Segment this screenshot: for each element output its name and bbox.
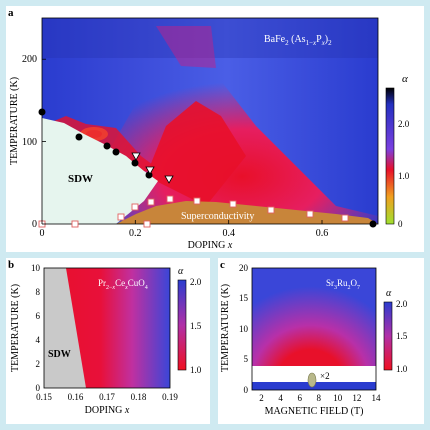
- axis-a-y: 0 100 200: [22, 54, 46, 230]
- marker-square: [131, 203, 139, 211]
- x-tick-label: 0.4: [222, 228, 235, 239]
- heatmap-a: [42, 18, 378, 224]
- y-tick-label: 100: [22, 137, 37, 148]
- y-tick-label: 4: [36, 335, 41, 345]
- y-tick-label: 5: [244, 354, 249, 364]
- marker-square: [193, 197, 201, 205]
- panel-letter-a: a: [8, 7, 14, 19]
- colorbar-tick: 1.0: [190, 365, 202, 375]
- marker-triangle: [131, 152, 141, 161]
- axis-a-x: 0 0.2 0.4 0.6: [40, 220, 329, 239]
- marker-square: [267, 206, 275, 214]
- y-axis-label-c: TEMPERATURE (K): [220, 284, 231, 372]
- sc-label-a: Superconductivity: [181, 211, 254, 222]
- x-axis-label-a: DOPING x: [188, 240, 233, 251]
- marker-square: [306, 210, 314, 218]
- x-tick-label: 0.15: [36, 392, 52, 402]
- colorbar-tick: 0: [398, 219, 403, 229]
- marker-triangle: [164, 175, 174, 184]
- x-tick-label: 0.17: [99, 392, 115, 402]
- x-tick-label: 0.6: [316, 228, 329, 239]
- y-axis-label-b: TEMPERATURE (K): [10, 284, 21, 372]
- chart-c: 0 5 10 15 20 2 4 6 8 10 12 14 MAGNETIC F…: [220, 259, 408, 417]
- x-tick-label: 0.2: [129, 228, 142, 239]
- marker-triangle: [145, 166, 155, 175]
- panel-letter-b: b: [8, 259, 14, 271]
- axis-b-x: 0.15 0.16 0.17 0.18 0.19: [36, 392, 178, 402]
- colorbar-tick: 1.0: [396, 364, 408, 374]
- colorbar-label-c: α: [386, 288, 392, 299]
- marker-circle: [103, 142, 111, 150]
- y-axis-label-a: TEMPERATURE (K): [9, 77, 20, 165]
- x-tick-label: 14: [372, 393, 382, 403]
- marker-circle: [131, 159, 139, 167]
- y-tick-label: 2: [36, 359, 41, 369]
- heatmap-b: [44, 268, 170, 388]
- x-axis-label-b: DOPING x: [85, 405, 130, 416]
- marker-square: [341, 214, 349, 222]
- x-tick-label: 0.18: [131, 392, 147, 402]
- y-tick-label: 15: [239, 293, 249, 303]
- x-tick-label: 0.16: [68, 392, 84, 402]
- y-tick-label: 10: [31, 263, 41, 273]
- axis-b-y: 0 2 4 6 8 10: [31, 263, 41, 393]
- y-tick-label: 200: [22, 54, 37, 65]
- scale-annotation-c: ×2: [320, 371, 330, 381]
- sdw-label-b: SDW: [48, 349, 71, 360]
- panel-a: 0 100 200 0 0.2 0.4 0.6 DOPING x TEMPERA…: [6, 6, 424, 252]
- y-tick-label: 6: [36, 311, 41, 321]
- sdw-label-a: SDW: [68, 173, 93, 185]
- colorbar-tick: 2.0: [396, 299, 408, 309]
- colorbar-label-a: α: [402, 73, 408, 85]
- y-tick-label: 8: [36, 287, 41, 297]
- chart-a: 0 100 200 0 0.2 0.4 0.6 DOPING x TEMPERA…: [8, 7, 410, 251]
- axis-c-y: 0 5 10 15 20: [239, 263, 249, 395]
- marker-square: [117, 213, 125, 221]
- x-tick-label: 12: [352, 393, 361, 403]
- panel-c: 0 5 10 15 20 2 4 6 8 10 12 14 MAGNETIC F…: [218, 258, 424, 424]
- x-tick-label: 4: [278, 393, 283, 403]
- marker-square: [166, 195, 174, 203]
- colorbar-c: α 2.0 1.5 1.0: [383, 288, 408, 374]
- colorbar-a: α 0 1.0 2.0: [385, 73, 410, 229]
- y-tick-label: 0: [36, 383, 41, 393]
- marker-square: [229, 200, 237, 208]
- panel-letter-c: c: [220, 259, 225, 271]
- chart-b: 0 2 4 6 8 10 0.15 0.16 0.17 0.18 0.19 DO…: [8, 259, 202, 416]
- x-tick-label: 6: [297, 393, 302, 403]
- panel-b: 0 2 4 6 8 10 0.15 0.16 0.17 0.18 0.19 DO…: [6, 258, 210, 424]
- x-tick-label: 2: [259, 393, 264, 403]
- colorbar-label-b: α: [178, 266, 184, 277]
- markers-a: [38, 108, 377, 228]
- marker-square: [147, 198, 155, 206]
- colorbar-tick: 1.5: [396, 331, 408, 341]
- marker-circle: [75, 133, 83, 141]
- colorbar-tick: 1.5: [190, 321, 202, 331]
- x-axis-label-c: MAGNETIC FIELD (T): [265, 406, 364, 417]
- colorbar-b: α 2.0 1.5 1.0: [177, 266, 202, 375]
- marker-circle: [112, 148, 120, 156]
- x-tick-label: 10: [333, 393, 343, 403]
- x-tick-label: 8: [317, 393, 322, 403]
- colorbar-tick: 2.0: [398, 119, 410, 129]
- colorbar-tick: 1.0: [398, 171, 410, 181]
- y-tick-label: 20: [239, 263, 249, 273]
- marker-circle: [369, 220, 377, 228]
- y-tick-label: 0: [32, 219, 37, 230]
- axis-c-x: 2 4 6 8 10 12 14: [259, 393, 381, 403]
- marker-square: [71, 220, 79, 228]
- y-tick-label: 10: [239, 324, 249, 334]
- heatmap-c: [252, 268, 376, 390]
- marker-square: [143, 220, 151, 228]
- x-tick-label: 0.19: [162, 392, 178, 402]
- marker-circle: [38, 108, 46, 116]
- y-tick-label: 0: [244, 385, 249, 395]
- x-tick-label: 0: [40, 228, 45, 239]
- colorbar-tick: 2.0: [190, 277, 202, 287]
